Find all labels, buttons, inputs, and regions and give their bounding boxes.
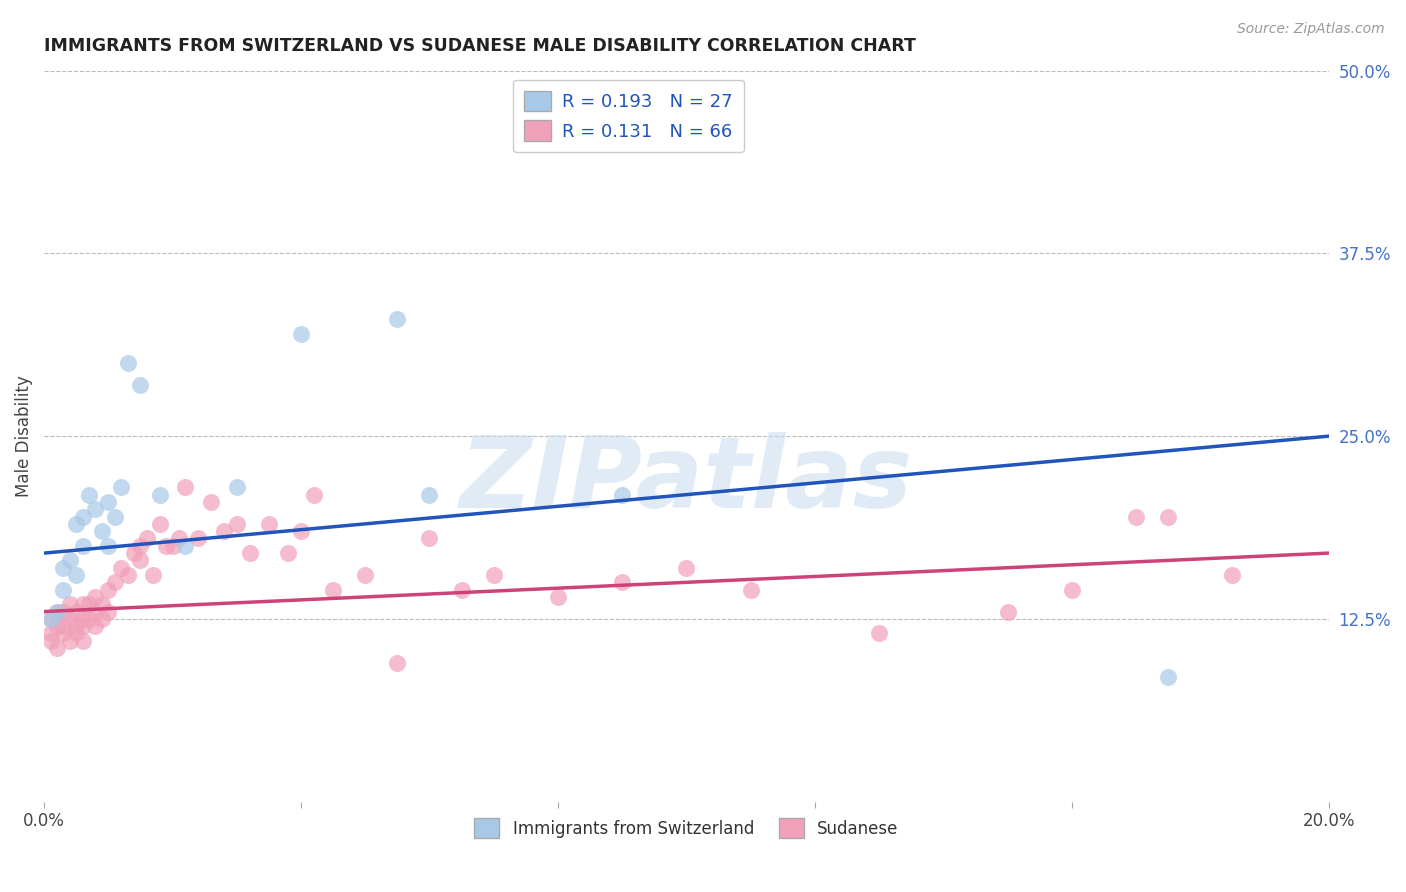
Point — [868, 626, 890, 640]
Point — [46, 605, 69, 619]
Point — [77, 612, 100, 626]
Point — [740, 582, 762, 597]
Point — [200, 495, 222, 509]
Point — [39, 612, 62, 626]
Point — [77, 488, 100, 502]
Point — [72, 539, 94, 553]
Point — [84, 502, 107, 516]
Point — [1157, 670, 1180, 684]
Point — [162, 539, 184, 553]
Text: IMMIGRANTS FROM SWITZERLAND VS SUDANESE MALE DISABILITY CORRELATION CHART: IMMIGRANTS FROM SWITZERLAND VS SUDANESE … — [44, 37, 915, 55]
Point — [174, 480, 197, 494]
Point — [225, 480, 247, 494]
Point — [97, 582, 120, 597]
Point — [90, 524, 112, 538]
Point — [84, 605, 107, 619]
Point — [482, 568, 505, 582]
Point — [77, 597, 100, 611]
Point — [354, 568, 377, 582]
Point — [610, 575, 633, 590]
Point — [135, 532, 157, 546]
Point — [1060, 582, 1083, 597]
Point — [142, 568, 165, 582]
Point — [129, 378, 152, 392]
Point — [187, 532, 209, 546]
Point — [212, 524, 235, 538]
Point — [1125, 509, 1147, 524]
Point — [52, 619, 75, 633]
Legend: Immigrants from Switzerland, Sudanese: Immigrants from Switzerland, Sudanese — [468, 812, 905, 845]
Point — [129, 553, 152, 567]
Point — [65, 605, 87, 619]
Point — [110, 560, 132, 574]
Point — [59, 553, 82, 567]
Point — [65, 626, 87, 640]
Text: ZIPatlas: ZIPatlas — [460, 432, 912, 528]
Point — [52, 605, 75, 619]
Point — [72, 633, 94, 648]
Point — [149, 516, 172, 531]
Point — [39, 633, 62, 648]
Point — [84, 619, 107, 633]
Point — [155, 539, 177, 553]
Point — [117, 356, 139, 370]
Point — [97, 495, 120, 509]
Point — [59, 633, 82, 648]
Point — [167, 532, 190, 546]
Point — [90, 597, 112, 611]
Y-axis label: Male Disability: Male Disability — [15, 376, 32, 497]
Point — [65, 619, 87, 633]
Point — [257, 516, 280, 531]
Point — [46, 641, 69, 656]
Point — [675, 560, 697, 574]
Point — [52, 560, 75, 574]
Point — [52, 582, 75, 597]
Point — [46, 605, 69, 619]
Point — [277, 546, 299, 560]
Point — [302, 488, 325, 502]
Point — [149, 488, 172, 502]
Point — [515, 107, 537, 121]
Point — [387, 312, 409, 326]
Point — [122, 546, 145, 560]
Point — [610, 488, 633, 502]
Point — [117, 568, 139, 582]
Point — [174, 539, 197, 553]
Point — [129, 539, 152, 553]
Point — [72, 612, 94, 626]
Point — [39, 626, 62, 640]
Point — [104, 509, 127, 524]
Point — [59, 612, 82, 626]
Point — [1220, 568, 1243, 582]
Point — [97, 539, 120, 553]
Point — [104, 575, 127, 590]
Point — [59, 597, 82, 611]
Point — [290, 326, 312, 341]
Point — [547, 590, 569, 604]
Point — [84, 590, 107, 604]
Point — [225, 516, 247, 531]
Point — [322, 582, 344, 597]
Point — [65, 516, 87, 531]
Point — [1157, 509, 1180, 524]
Point — [72, 509, 94, 524]
Point — [290, 524, 312, 538]
Point — [387, 656, 409, 670]
Text: Source: ZipAtlas.com: Source: ZipAtlas.com — [1237, 22, 1385, 37]
Point — [72, 619, 94, 633]
Point — [418, 532, 440, 546]
Point — [52, 626, 75, 640]
Point — [110, 480, 132, 494]
Point — [239, 546, 262, 560]
Point — [97, 605, 120, 619]
Point — [65, 568, 87, 582]
Point — [997, 605, 1019, 619]
Point — [72, 597, 94, 611]
Point — [418, 488, 440, 502]
Point — [46, 619, 69, 633]
Point — [450, 582, 472, 597]
Point — [90, 612, 112, 626]
Point — [39, 612, 62, 626]
